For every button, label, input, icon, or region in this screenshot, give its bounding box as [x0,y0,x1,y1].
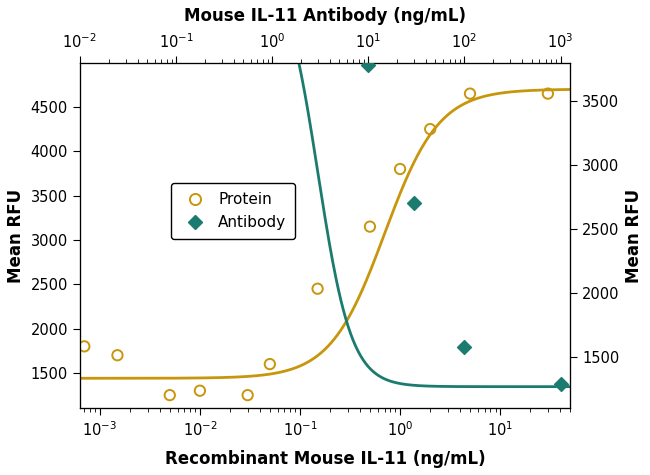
Point [112,352,123,359]
Point [195,387,205,395]
X-axis label: Mouse IL-11 Antibody (ng/mL): Mouse IL-11 Antibody (ng/mL) [184,7,466,25]
Point [365,223,375,230]
Y-axis label: Mean RFU: Mean RFU [7,189,25,283]
Legend: Protein, Antibody: Protein, Antibody [171,183,296,239]
Point [409,200,419,207]
Point [313,0,323,2]
Point [395,165,405,173]
Point [313,285,323,293]
Y-axis label: Mean RFU: Mean RFU [625,189,643,283]
Point [425,125,436,133]
Point [164,391,175,399]
Point [543,90,553,97]
Point [242,391,253,399]
Point [265,361,275,368]
Point [555,380,566,388]
Point [459,343,469,351]
Point [363,61,374,69]
Point [79,342,90,350]
Point [465,90,475,97]
X-axis label: Recombinant Mouse IL-11 (ng/mL): Recombinant Mouse IL-11 (ng/mL) [164,450,486,468]
